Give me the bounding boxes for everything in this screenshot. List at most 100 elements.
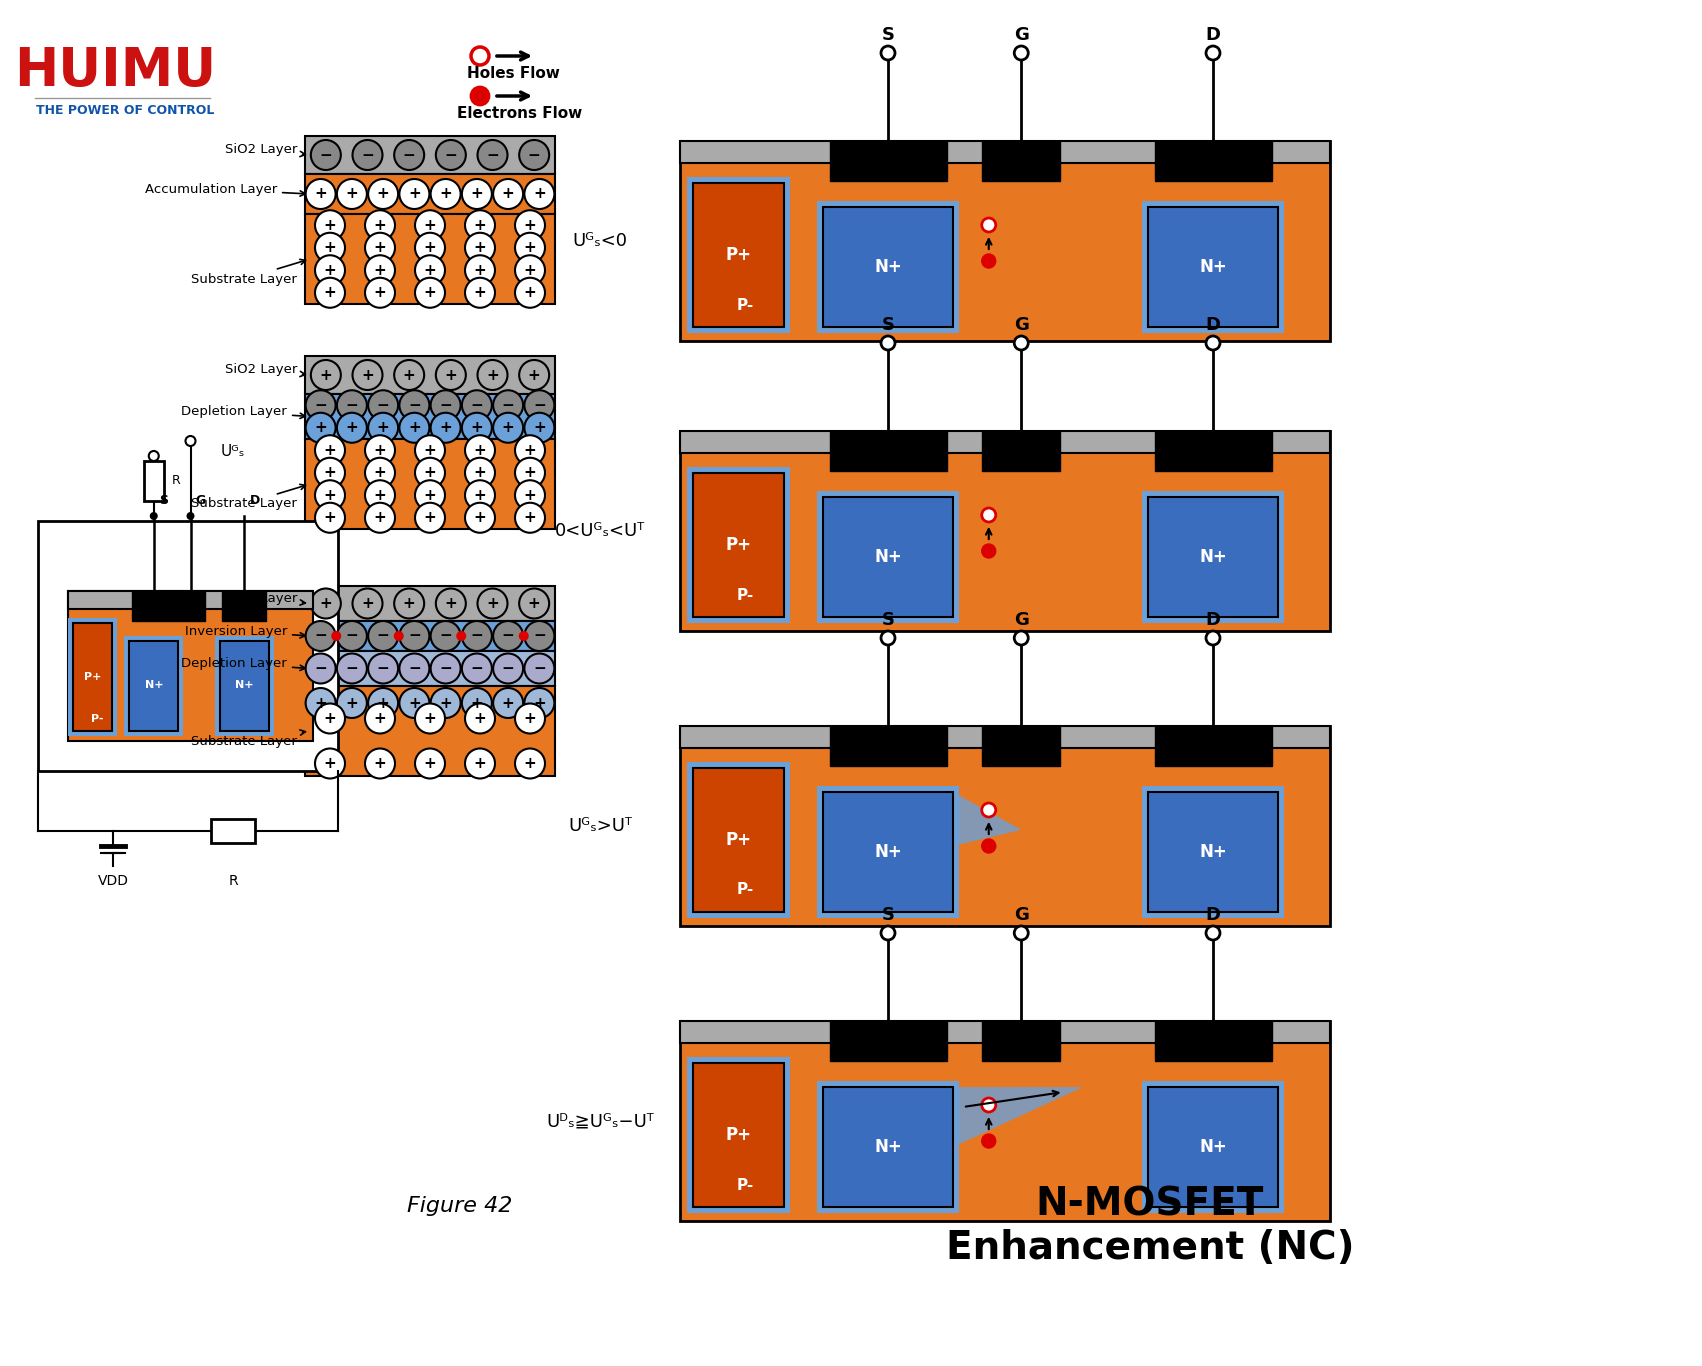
Circle shape [364, 255, 395, 285]
Circle shape [187, 512, 194, 520]
Circle shape [465, 232, 495, 262]
Text: +: + [320, 596, 332, 611]
Bar [68, 617, 117, 735]
Bar [693, 183, 785, 326]
Circle shape [982, 219, 996, 232]
Circle shape [461, 688, 492, 719]
Circle shape [306, 391, 335, 421]
Bar [223, 591, 267, 622]
Text: Inversion Layer: Inversion Layer [184, 624, 305, 638]
Text: G: G [1014, 906, 1028, 923]
Circle shape [306, 688, 335, 719]
Circle shape [471, 87, 488, 105]
Circle shape [1014, 631, 1028, 645]
Circle shape [982, 508, 996, 522]
Text: +: + [473, 443, 487, 458]
Text: Figure 42: Figure 42 [407, 1197, 512, 1216]
Bar [982, 432, 1060, 471]
Text: +: + [346, 421, 357, 436]
Circle shape [400, 391, 429, 421]
Circle shape [364, 749, 395, 779]
Text: +: + [374, 217, 386, 232]
Text: +: + [473, 262, 487, 277]
Text: +: + [374, 488, 386, 503]
Text: +: + [473, 755, 487, 770]
Text: +: + [323, 488, 337, 503]
Text: +: + [376, 421, 390, 436]
Bar [1149, 792, 1278, 912]
Text: +: + [444, 596, 458, 611]
Text: +: + [524, 217, 536, 232]
Text: +: + [473, 488, 487, 503]
Text: P-: P- [92, 713, 104, 724]
Text: D: D [1205, 316, 1220, 335]
Text: −: − [533, 628, 546, 643]
Text: +: + [473, 466, 487, 481]
Circle shape [337, 179, 368, 209]
Text: R: R [172, 474, 180, 488]
Circle shape [516, 255, 545, 285]
Circle shape [465, 749, 495, 779]
Text: −: − [408, 398, 420, 413]
Bar [693, 473, 785, 617]
Circle shape [1207, 926, 1220, 940]
Polygon shape [953, 1087, 1149, 1147]
Bar [305, 173, 555, 214]
Text: −: − [376, 661, 390, 676]
Circle shape [368, 688, 398, 719]
Text: Substrate Layer: Substrate Layer [191, 485, 306, 511]
Circle shape [882, 46, 895, 60]
Text: +: + [424, 285, 436, 301]
Circle shape [315, 277, 346, 307]
Bar [824, 792, 953, 912]
Text: +: + [444, 367, 458, 382]
Text: −: − [346, 661, 357, 676]
Circle shape [415, 481, 444, 511]
Circle shape [315, 749, 346, 779]
Text: P-: P- [737, 1177, 754, 1193]
Circle shape [465, 503, 495, 533]
Circle shape [315, 458, 346, 488]
Circle shape [882, 926, 895, 940]
Circle shape [456, 631, 466, 641]
Circle shape [524, 179, 555, 209]
Bar [824, 1087, 953, 1208]
Text: +: + [424, 710, 436, 725]
Circle shape [368, 622, 398, 652]
Text: S: S [882, 906, 895, 923]
Circle shape [352, 361, 383, 391]
Bar [681, 432, 1329, 631]
Text: +: + [533, 187, 546, 202]
Text: P-: P- [737, 587, 754, 602]
Text: +: + [374, 262, 386, 277]
Text: −: − [470, 398, 483, 413]
Bar [681, 141, 1329, 163]
Text: −: − [376, 628, 390, 643]
Circle shape [516, 481, 545, 511]
Bar [1142, 490, 1283, 623]
Text: +: + [502, 695, 514, 710]
Text: −: − [470, 661, 483, 676]
Circle shape [465, 703, 495, 734]
Circle shape [400, 622, 429, 652]
Text: Electrons Flow: Electrons Flow [458, 107, 582, 122]
Bar [211, 820, 255, 843]
Circle shape [1207, 631, 1220, 645]
Text: +: + [439, 187, 453, 202]
Text: G: G [1014, 316, 1028, 335]
Circle shape [315, 210, 346, 240]
Text: +: + [533, 695, 546, 710]
Circle shape [415, 210, 444, 240]
Text: +: + [524, 443, 536, 458]
Circle shape [461, 179, 492, 209]
Text: +: + [408, 421, 420, 436]
Text: +: + [323, 710, 337, 725]
Text: +: + [361, 596, 374, 611]
Circle shape [1014, 336, 1028, 350]
Text: +: + [470, 187, 483, 202]
Circle shape [1014, 46, 1028, 60]
Text: Depletion Layer: Depletion Layer [180, 657, 305, 671]
Circle shape [415, 232, 444, 262]
Text: +: + [374, 755, 386, 770]
Circle shape [395, 139, 424, 169]
